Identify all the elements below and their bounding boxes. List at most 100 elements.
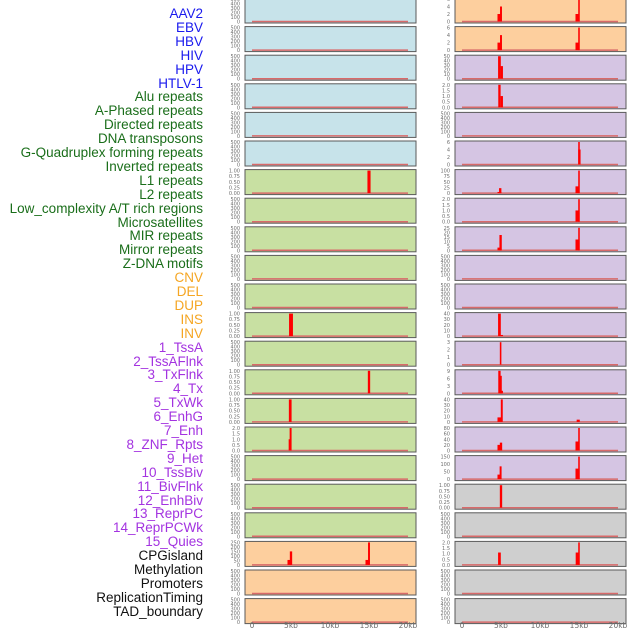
track-label: 10_TssBiv: [141, 464, 203, 480]
y-tick-label: 0.25: [229, 414, 240, 420]
y-tick-label: 200: [230, 468, 240, 474]
track-label: HPV: [175, 61, 203, 77]
y-tick-label: 200: [230, 96, 240, 102]
y-tick-label: 100: [230, 244, 240, 250]
y-tick-label: 0.75: [229, 374, 240, 380]
track-label: L1 repeats: [139, 172, 203, 188]
y-tick-label: 50: [444, 470, 450, 476]
x-tick-label: 10kb: [321, 621, 340, 630]
track-panel: 1.000.750.500.250.00: [229, 369, 417, 397]
data-bar: [578, 170, 580, 194]
panel-background: [454, 83, 627, 110]
panel-background: [244, 197, 417, 224]
track-label: 1_TssA: [158, 339, 203, 355]
y-tick-label: 0.00: [229, 420, 240, 426]
y-tick-label: 2: [447, 12, 450, 18]
y-tick-label: 250: [230, 540, 240, 546]
y-tick-label: 0.75: [229, 317, 240, 323]
y-tick-label: 300: [440, 120, 450, 126]
data-bar: [288, 399, 292, 422]
track-label: A-Phased repeats: [94, 103, 203, 119]
track-label: Promoters: [140, 575, 203, 591]
x-tick-label: 10kb: [531, 621, 550, 630]
data-bar: [578, 27, 580, 51]
y-tick-label: 20: [444, 230, 450, 236]
data-bar: [497, 14, 502, 22]
y-tick-label: 20: [444, 409, 450, 415]
data-bar: [578, 0, 580, 22]
y-tick-label: 0: [237, 363, 240, 369]
y-tick-label: 200: [230, 154, 240, 160]
y-tick-label: 100: [440, 129, 450, 135]
track-panel: 64 20: [447, 26, 627, 54]
data-bar: [500, 96, 503, 108]
y-tick-label: 0.25: [229, 185, 240, 191]
panel-background: [244, 83, 417, 110]
track-panel: 1.000.750.500.250.00: [229, 397, 417, 426]
y-tick-label: 2.0: [442, 197, 450, 203]
track-label: Microsatellites: [117, 214, 203, 230]
y-tick-label: 500: [440, 512, 450, 518]
y-tick-label: 100: [230, 72, 240, 78]
y-tick-label: 500: [230, 54, 240, 60]
y-tick-label: 0: [447, 420, 450, 426]
y-tick-label: 1.0: [442, 552, 450, 558]
y-tick-label: 0: [447, 306, 450, 312]
y-tick-label: 4: [447, 148, 450, 154]
y-tick-label: 200: [230, 611, 240, 617]
y-tick-label: 500: [230, 226, 240, 232]
data-bar: [368, 542, 370, 565]
x-tick-label: 15kb: [360, 621, 379, 630]
panel-background: [244, 340, 417, 367]
track-label: CNV: [174, 270, 203, 286]
panel-background: [454, 0, 627, 24]
y-tick-label: 300: [230, 349, 240, 355]
y-tick-label: 300: [440, 607, 450, 613]
y-tick-label: 200: [230, 525, 240, 531]
y-tick-label: 40: [444, 397, 450, 403]
y-tick-label: 0: [447, 134, 450, 140]
y-tick-label: 30: [444, 63, 450, 69]
y-tick-label: 0: [237, 592, 240, 598]
data-bar: [578, 428, 580, 451]
data-bar: [497, 417, 502, 422]
panel-background: [244, 0, 417, 24]
y-tick-label: 0.50: [229, 323, 240, 329]
y-tick-label: 500: [230, 455, 240, 461]
panel-background: [454, 369, 627, 396]
track-label: Inverted repeats: [105, 158, 203, 174]
x-tick-label: 5kb: [284, 621, 298, 630]
data-bar: [289, 551, 293, 565]
panel-background: [244, 226, 417, 253]
y-tick-label: 50: [444, 54, 450, 60]
x-tick-label: 20kb: [609, 621, 628, 630]
y-tick-label: 0: [447, 334, 450, 340]
panel-background: [454, 312, 627, 339]
panel-background: [454, 254, 627, 281]
y-tick-label: 0.25: [229, 328, 240, 334]
y-tick-label: 30: [444, 317, 450, 323]
data-bar: [497, 474, 502, 480]
y-tick-label: 0.00: [229, 391, 240, 397]
track-label: 8_ZNF_Rpts: [126, 436, 203, 452]
panel-background: [454, 455, 627, 482]
panel-background: [454, 426, 627, 453]
y-tick-label: 400: [230, 87, 240, 93]
y-tick-label: 500: [230, 340, 240, 346]
track-label: EBV: [175, 19, 203, 35]
y-tick-label: 300: [440, 292, 450, 298]
data-bar: [497, 42, 502, 51]
y-tick-label: 50: [234, 558, 240, 564]
panel-background: [244, 254, 417, 281]
panel-background: [454, 283, 627, 310]
